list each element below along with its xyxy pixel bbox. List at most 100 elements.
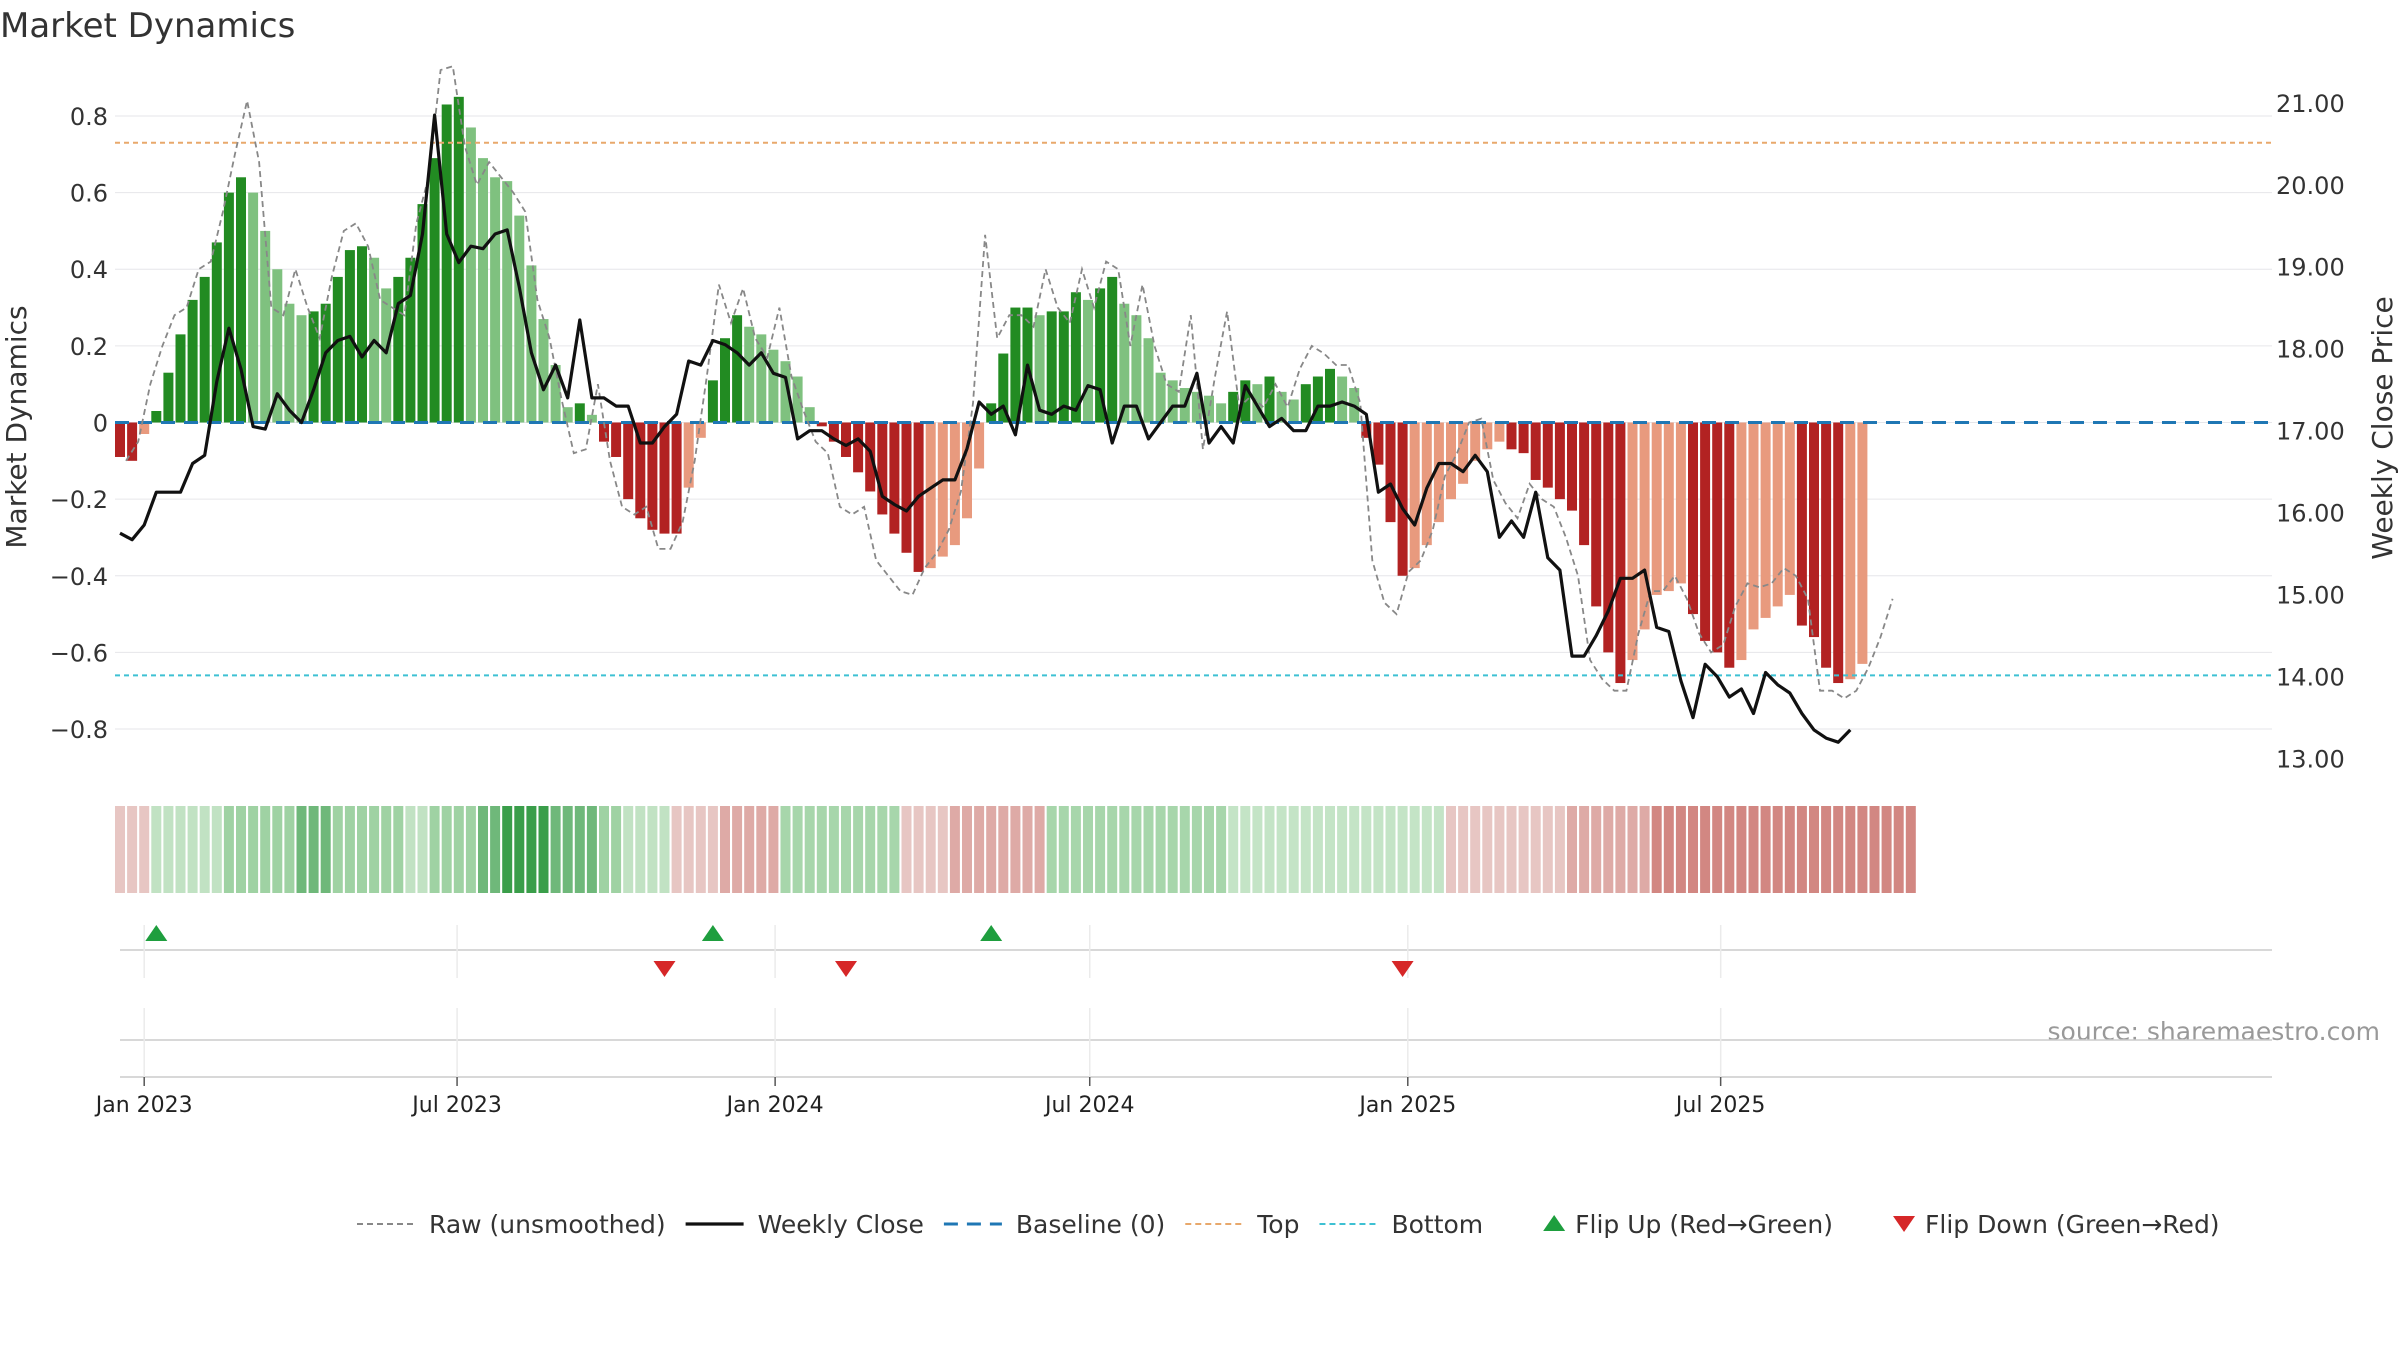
dynamics-bar [720, 338, 730, 423]
regime-cell [393, 806, 404, 893]
regime-cell [1724, 806, 1735, 893]
dynamics-bar [1058, 311, 1069, 423]
dynamics-bar [1748, 422, 1759, 630]
right-tick-label: 14.00 [2276, 664, 2345, 692]
regime-cell [296, 806, 307, 893]
dynamics-bar [671, 422, 682, 534]
regime-cell [1567, 806, 1577, 893]
regime-cell [877, 806, 888, 893]
left-tick-label: −0.4 [50, 563, 108, 591]
dynamics-bar [1700, 422, 1711, 641]
legend-item-4: Bottom [1319, 1210, 1483, 1239]
regime-cell [115, 806, 125, 893]
dynamics-bar [1736, 422, 1747, 661]
regime-cell [1833, 806, 1844, 893]
dynamics-bar [1385, 422, 1396, 523]
dynamics-bar [1409, 422, 1420, 569]
regime-cell [1675, 806, 1686, 893]
right-tick-label: 13.00 [2276, 746, 2345, 774]
dynamics-bar [1651, 422, 1662, 595]
regime-cell [562, 806, 573, 893]
legend-item-6: Flip Down (Green→Red) [1893, 1210, 2220, 1239]
regime-cell [1288, 806, 1299, 893]
dynamics-bar [514, 215, 525, 423]
dynamics-bar [1639, 422, 1650, 630]
dynamics-bar [1167, 380, 1178, 423]
series-lines [119, 65, 1894, 744]
dynamics-bar [1470, 422, 1481, 461]
dynamics-bar [320, 303, 331, 423]
reference-lines [115, 141, 2272, 677]
dynamics-bar [1458, 422, 1469, 484]
dynamics-bar [115, 422, 125, 457]
regime-cell [1167, 806, 1178, 893]
dynamics-bar [889, 422, 900, 534]
dynamics-bar [1821, 422, 1832, 668]
left-tick-label: 0.8 [70, 103, 108, 131]
dynamics-bar [1554, 422, 1565, 500]
regime-cell [538, 806, 549, 893]
regime-cell [187, 806, 198, 893]
left-tick-label: 0 [93, 410, 108, 438]
regime-cell [1530, 806, 1541, 893]
right-tick-label: 15.00 [2276, 582, 2345, 610]
legend-item-1: Weekly Close [685, 1210, 924, 1239]
flip-down-marker [653, 961, 676, 977]
regime-cell [1216, 806, 1227, 893]
dynamics-bar [1083, 299, 1093, 423]
regime-cell [1022, 806, 1033, 893]
dynamics-bar [853, 422, 864, 473]
right-axis-label: Weekly Close Price [2366, 296, 2399, 559]
dynamics-bar [1373, 422, 1384, 465]
regime-cell [1421, 806, 1432, 893]
regime-cell [792, 806, 803, 893]
x-tick-label: Jul 2023 [410, 1093, 502, 1118]
left-tick-label: 0.2 [70, 333, 108, 361]
regime-cell [369, 806, 380, 893]
dynamics-bar [272, 269, 283, 423]
regime-cell [429, 806, 440, 893]
dynamics-bar [695, 422, 706, 438]
regime-cell [308, 806, 319, 893]
regime-cell [1639, 806, 1650, 893]
dynamics-bar [816, 422, 827, 427]
dynamics-bar [1034, 315, 1045, 423]
dynamics-bar [1107, 276, 1118, 423]
dynamics-bar [611, 422, 622, 457]
regime-cell [768, 806, 779, 893]
left-tick-label: 0.4 [70, 256, 108, 284]
regime-cell [332, 806, 343, 893]
dynamics-bar [550, 365, 561, 423]
x-axis: Jan 2023 Jul 2023 Jan 2024 Jul 2024 Jan 2025… [94, 1008, 2272, 1118]
regime-cell [1046, 806, 1057, 893]
weekly-close-line [119, 113, 1852, 744]
regime-cell [139, 806, 150, 893]
dynamics-bar [756, 334, 767, 423]
regime-cell [986, 806, 997, 893]
regime-cell [1627, 806, 1638, 893]
regime-cell [405, 806, 416, 893]
right-tick-label: 19.00 [2276, 254, 2345, 282]
flip-up-legend-marker [1543, 1215, 1566, 1231]
regime-cell [1131, 806, 1142, 893]
legend-label: Flip Down (Green→Red) [1925, 1210, 2220, 1239]
regime-cell [1845, 806, 1856, 893]
dynamics-bar [1216, 403, 1227, 423]
dynamics-bar [163, 372, 174, 423]
regime-cell [344, 806, 355, 893]
regime-cell [1506, 806, 1517, 893]
regime-cell [1615, 806, 1626, 893]
dynamics-bar [828, 422, 839, 442]
x-tick-label: Jan 2023 [94, 1093, 193, 1118]
dynamics-bar [1796, 422, 1807, 626]
regime-cell [998, 806, 1009, 893]
regime-cell [623, 806, 634, 893]
regime-cell [151, 806, 162, 893]
regime-cell [1736, 806, 1747, 893]
regime-cell [163, 806, 174, 893]
regime-cell [901, 806, 912, 893]
flip-down-marker [1391, 961, 1414, 977]
regime-cell [707, 806, 718, 893]
dynamics-bar [744, 326, 755, 423]
regime-cell [1337, 806, 1348, 893]
